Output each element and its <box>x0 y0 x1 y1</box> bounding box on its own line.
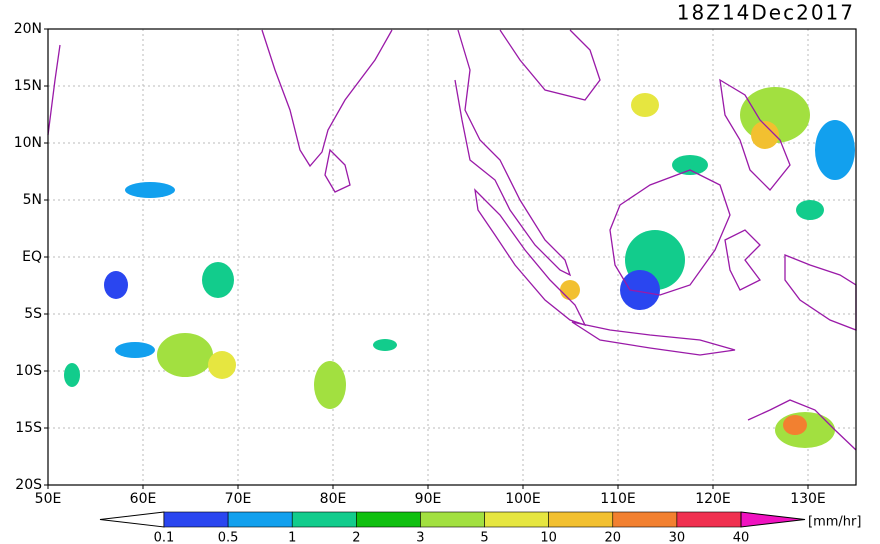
rain-cell <box>631 93 659 117</box>
colorbar-label: 30 <box>669 531 686 544</box>
rain-cell <box>815 120 855 180</box>
colorbar-end <box>99 511 165 528</box>
coastline <box>454 29 572 277</box>
map-title: 18Z14Dec2017 <box>677 1 855 25</box>
coastline <box>571 321 736 356</box>
rain-cell <box>796 200 824 220</box>
rain-cell <box>64 363 80 387</box>
colorbar-label: 40 <box>733 531 750 544</box>
coastline <box>609 169 731 296</box>
coastline <box>261 29 393 168</box>
colorbar-label: 2 <box>352 531 360 544</box>
colorbar-box <box>163 511 229 528</box>
rain-cell <box>672 155 708 175</box>
rain-cell <box>560 280 580 300</box>
colorbar-label: 5 <box>480 531 488 544</box>
lat-label: 10S <box>15 363 42 379</box>
lon-label: 50E <box>35 491 62 507</box>
lon-label: 100E <box>505 491 541 507</box>
lat-label: 15N <box>14 78 42 94</box>
lat-label: 20N <box>14 21 42 37</box>
colorbar-label: 0.1 <box>154 531 175 544</box>
colorbar: 0.1 0.5 1 2 3 5 10 20 30 40 <box>99 511 806 544</box>
lon-label: 130E <box>790 491 826 507</box>
lon-label: 90E <box>415 491 442 507</box>
colorbar-unit: [mm/hr] <box>808 515 861 530</box>
colorbar-label: 0.5 <box>218 531 239 544</box>
rain-field <box>64 87 855 448</box>
rain-cell <box>104 271 128 299</box>
lon-label: 60E <box>130 491 157 507</box>
lon-label: 120E <box>695 491 731 507</box>
colorbar-box <box>676 511 742 528</box>
colorbar-label: 1 <box>288 531 296 544</box>
colorbar-label: 20 <box>605 531 622 544</box>
coastlines <box>47 29 857 451</box>
coastline <box>784 254 857 331</box>
colorbar-box <box>356 511 421 528</box>
colorbar-box <box>420 511 485 528</box>
colorbar-box <box>291 511 357 528</box>
coastline <box>324 148 351 193</box>
colorbar-end <box>740 511 806 528</box>
colorbar-label: 3 <box>416 531 424 544</box>
lat-label: 5S <box>24 306 42 322</box>
coastline <box>719 78 791 191</box>
rain-cell <box>208 351 236 379</box>
rain-cell <box>314 361 346 409</box>
coastline <box>47 44 61 136</box>
lon-label: 70E <box>225 491 252 507</box>
coastline <box>747 399 857 451</box>
lat-label: EQ <box>22 249 42 265</box>
lon-label: 110E <box>600 491 636 507</box>
lon-label: 80E <box>320 491 347 507</box>
rain-cell <box>620 270 660 310</box>
rain-cell <box>373 339 397 351</box>
lat-label: 10N <box>14 135 42 151</box>
colorbar-box <box>227 511 293 528</box>
rain-cell <box>751 121 779 149</box>
lat-label: 15S <box>15 420 42 436</box>
rain-cell <box>125 182 175 198</box>
colorbar-box <box>612 511 678 528</box>
rain-cell <box>202 262 234 298</box>
map-frame <box>47 28 857 486</box>
rain-cell <box>115 342 155 358</box>
rain-cell <box>157 333 213 377</box>
lat-label: 5N <box>23 192 42 208</box>
coastline <box>499 29 601 101</box>
colorbar-box <box>484 511 549 528</box>
lat-label: 20S <box>15 477 42 493</box>
colorbar-box <box>548 511 614 528</box>
coastline <box>724 229 761 291</box>
colorbar-label: 10 <box>540 531 557 544</box>
rain-cell <box>783 415 807 435</box>
